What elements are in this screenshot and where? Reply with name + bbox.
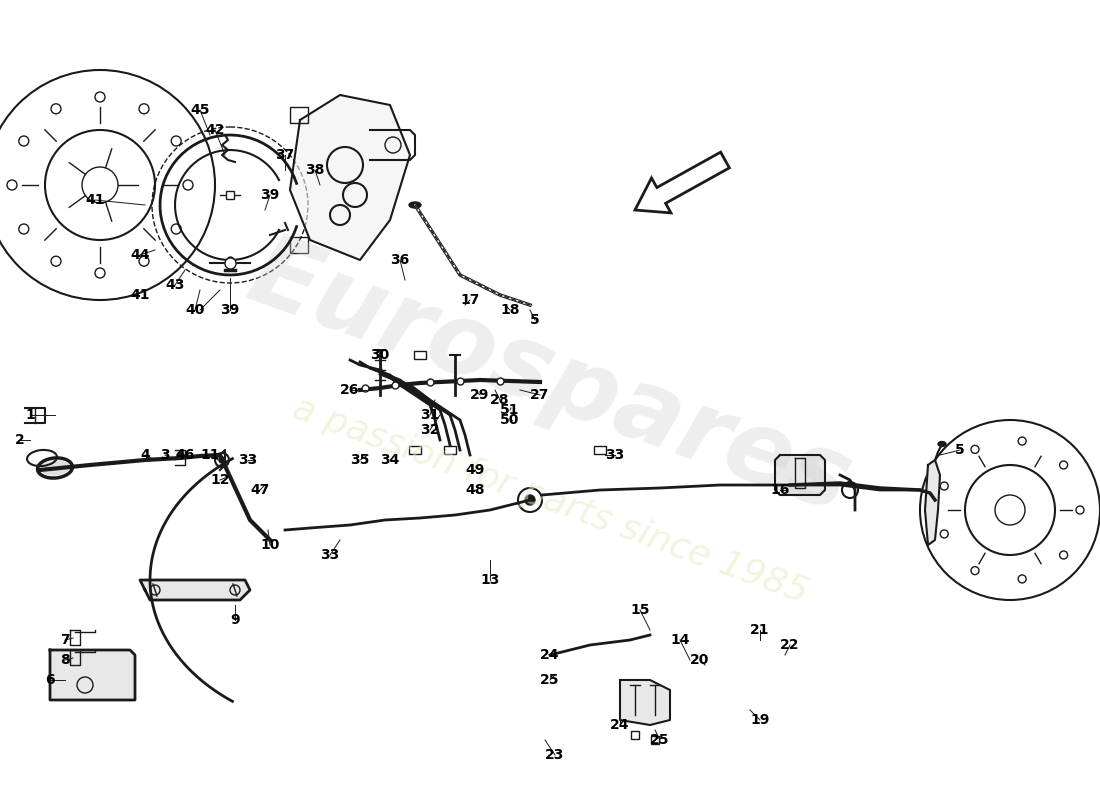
Text: 32: 32 (420, 423, 440, 437)
Text: 16: 16 (770, 483, 790, 497)
Text: 45: 45 (190, 103, 210, 117)
Text: 36: 36 (390, 253, 409, 267)
Polygon shape (50, 650, 135, 700)
Polygon shape (925, 460, 940, 545)
Bar (444, 446, 456, 454)
Circle shape (525, 495, 535, 505)
Text: 37: 37 (275, 148, 295, 162)
Text: 5: 5 (530, 313, 540, 327)
Circle shape (219, 457, 225, 463)
Text: 26: 26 (340, 383, 360, 397)
Text: 49: 49 (465, 463, 485, 477)
Text: 5: 5 (955, 443, 965, 457)
Text: 21: 21 (750, 623, 770, 637)
Text: 47: 47 (251, 483, 270, 497)
Text: 50: 50 (500, 413, 519, 427)
Polygon shape (140, 580, 250, 600)
Text: 29: 29 (471, 388, 490, 402)
Bar (290, 107, 308, 123)
Text: 51: 51 (500, 403, 519, 417)
Text: 35: 35 (350, 453, 370, 467)
Text: 39: 39 (261, 188, 279, 202)
Text: 19: 19 (750, 713, 770, 727)
Text: 11: 11 (200, 448, 220, 462)
Text: 9: 9 (230, 613, 240, 627)
Text: 43: 43 (165, 278, 185, 292)
Text: 24: 24 (540, 648, 560, 662)
Text: 31: 31 (420, 408, 440, 422)
Text: 41: 41 (130, 288, 150, 302)
Text: 34: 34 (381, 453, 399, 467)
Polygon shape (776, 455, 825, 495)
Text: 46: 46 (175, 448, 195, 462)
Text: 25: 25 (540, 673, 560, 687)
Text: 39: 39 (220, 303, 240, 317)
Text: 23: 23 (546, 748, 564, 762)
Text: 24: 24 (610, 718, 629, 732)
Bar (409, 446, 421, 454)
Text: 33: 33 (320, 548, 340, 562)
Text: 18: 18 (500, 303, 519, 317)
Text: 48: 48 (465, 483, 485, 497)
Text: 12: 12 (210, 473, 230, 487)
Bar (631, 731, 639, 739)
Text: 15: 15 (630, 603, 650, 617)
Text: 3: 3 (161, 448, 169, 462)
Polygon shape (620, 680, 670, 725)
Text: 7: 7 (60, 633, 69, 647)
Text: 40: 40 (185, 303, 205, 317)
Text: 1: 1 (25, 408, 35, 422)
Text: 25: 25 (650, 733, 670, 747)
Text: 20: 20 (691, 653, 710, 667)
Text: a passion for parts since 1985: a passion for parts since 1985 (288, 390, 812, 610)
Text: 41: 41 (86, 193, 104, 207)
Bar (651, 736, 659, 744)
Text: 27: 27 (530, 388, 550, 402)
Text: 30: 30 (371, 348, 389, 362)
Text: 14: 14 (670, 633, 690, 647)
Text: 13: 13 (481, 573, 499, 587)
Text: 28: 28 (491, 393, 509, 407)
Bar (414, 351, 426, 359)
Text: 4: 4 (140, 448, 150, 462)
Ellipse shape (41, 461, 69, 475)
Bar (290, 237, 308, 253)
Text: 2: 2 (15, 433, 25, 447)
Text: 17: 17 (460, 293, 480, 307)
Text: 8: 8 (60, 653, 70, 667)
Text: 33: 33 (605, 448, 625, 462)
Polygon shape (290, 95, 410, 260)
Bar (594, 446, 606, 454)
Ellipse shape (938, 442, 946, 446)
Text: 42: 42 (206, 123, 224, 137)
Text: 38: 38 (306, 163, 324, 177)
Text: 10: 10 (261, 538, 279, 552)
Text: 44: 44 (130, 248, 150, 262)
Text: 6: 6 (45, 673, 55, 687)
Text: 33: 33 (239, 453, 257, 467)
Text: Eurospares: Eurospares (236, 226, 864, 534)
Ellipse shape (409, 202, 421, 208)
Text: 22: 22 (780, 638, 800, 652)
